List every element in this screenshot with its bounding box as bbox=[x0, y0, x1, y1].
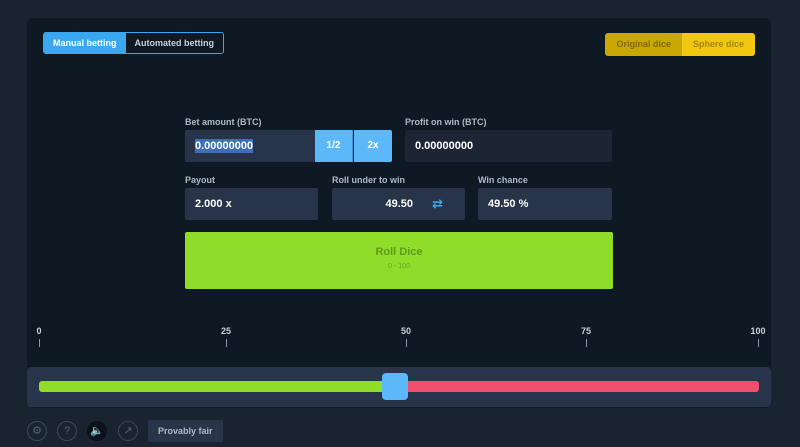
tick-mark bbox=[406, 339, 407, 347]
sound-icon[interactable]: 🔈 bbox=[87, 421, 107, 441]
help-icon[interactable]: ? bbox=[57, 421, 77, 441]
roll-dice-button[interactable]: Roll Dice 0 - 100 bbox=[185, 232, 613, 289]
win-chance-label: Win chance bbox=[478, 175, 528, 185]
gear-icon[interactable]: ⚙ bbox=[27, 421, 47, 441]
bet-amount-label: Bet amount (BTC) bbox=[185, 117, 262, 127]
stats-icon[interactable]: ↗ bbox=[118, 421, 138, 441]
tick-label-100: 100 bbox=[750, 326, 766, 336]
payout-input[interactable]: 2.000 x bbox=[185, 188, 318, 220]
double-bet-button[interactable]: 2x bbox=[354, 130, 392, 162]
tick-label-0: 0 bbox=[36, 326, 42, 336]
tick-label-75: 75 bbox=[580, 326, 592, 336]
roll-dice-label: Roll Dice bbox=[375, 246, 423, 258]
win-chance-input[interactable]: 49.50 % bbox=[478, 188, 612, 220]
tick-label-50: 50 bbox=[400, 326, 412, 336]
profit-on-win-label: Profit on win (BTC) bbox=[405, 117, 487, 127]
provably-fair-button[interactable]: Provably fair bbox=[148, 420, 223, 442]
half-bet-button[interactable]: 1/2 bbox=[315, 130, 353, 162]
tick-mark bbox=[758, 339, 759, 347]
tick-mark bbox=[586, 339, 587, 347]
tick-mark bbox=[39, 339, 40, 347]
bet-amount-input[interactable]: 0.00000000 bbox=[185, 130, 315, 162]
slider-thumb[interactable] bbox=[382, 373, 409, 400]
roll-under-label: Roll under to win bbox=[332, 175, 405, 185]
bet-amount-value: 0.00000000 bbox=[195, 139, 254, 153]
lose-range-bar bbox=[395, 381, 759, 392]
betting-mode-toggle: Manual betting Automated betting bbox=[43, 32, 224, 54]
tab-automated-betting[interactable]: Automated betting bbox=[134, 38, 215, 48]
profit-on-win-field: 0.00000000 bbox=[405, 130, 612, 162]
tick-label-25: 25 bbox=[220, 326, 232, 336]
roll-under-field[interactable]: 49.50 ⇄ bbox=[332, 188, 465, 220]
tab-original-dice[interactable]: Original dice bbox=[605, 33, 682, 56]
tab-manual-betting[interactable]: Manual betting bbox=[44, 33, 126, 53]
tab-sphere-dice[interactable]: Sphere dice bbox=[681, 33, 755, 56]
roll-under-value: 49.50 bbox=[385, 198, 413, 210]
win-range-bar bbox=[39, 381, 396, 392]
roll-slider[interactable] bbox=[27, 367, 771, 407]
tick-mark bbox=[226, 339, 227, 347]
game-panel: Manual betting Automated betting Origina… bbox=[27, 18, 771, 408]
swap-arrows-icon[interactable]: ⇄ bbox=[432, 196, 443, 211]
game-type-toggle: Original dice Sphere dice bbox=[605, 33, 755, 56]
payout-label: Payout bbox=[185, 175, 216, 185]
roll-range-label: 0 - 100 bbox=[388, 263, 410, 270]
